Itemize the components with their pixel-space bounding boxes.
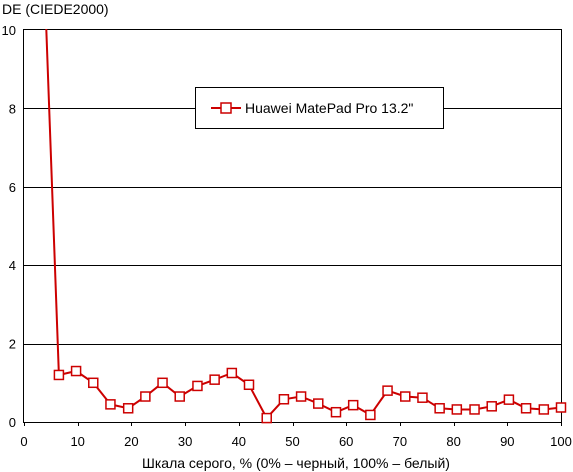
y-tick-labels: 0 2 4 6 8 10 — [2, 23, 16, 430]
data-point-marker — [53, 369, 65, 381]
data-point-marker — [434, 403, 445, 414]
y-tick-label: 4 — [9, 258, 16, 273]
x-tick-label: 0 — [20, 434, 27, 449]
data-point-marker — [140, 391, 151, 402]
data-point-marker — [278, 394, 290, 405]
x-tick-label: 10 — [70, 434, 84, 449]
data-point-marker — [105, 399, 116, 410]
data-point-marker — [157, 377, 168, 389]
data-point-marker — [243, 379, 255, 391]
x-tick-label: 100 — [550, 434, 572, 449]
y-tick-label: 8 — [9, 101, 16, 116]
data-point-marker — [451, 404, 463, 415]
data-point-marker — [261, 412, 272, 424]
data-point-marker — [503, 394, 515, 405]
data-point-marker — [122, 403, 134, 414]
x-tick-label: 20 — [124, 434, 138, 449]
x-tick-label: 40 — [232, 434, 246, 449]
x-tick-label: 50 — [285, 434, 299, 449]
data-point-marker — [209, 374, 220, 385]
x-tick-label: 90 — [500, 434, 514, 449]
series-line — [45, 29, 562, 420]
data-point-marker — [192, 380, 203, 392]
data-point-marker — [469, 404, 480, 415]
data-point-marker — [88, 377, 99, 389]
y-tick-label: 0 — [9, 415, 16, 430]
data-point-marker — [295, 391, 307, 402]
y-tick-label: 10 — [2, 23, 16, 38]
legend: Huawei MatePad Pro 13.2" — [195, 87, 444, 129]
legend-marker — [220, 102, 232, 114]
data-point-marker — [555, 402, 567, 413]
x-tick-label: 80 — [446, 434, 460, 449]
y-tick-label: 2 — [9, 337, 16, 352]
y-tick-label: 6 — [9, 180, 16, 195]
data-point-marker — [226, 367, 238, 379]
x-tick-labels: 0 10 20 30 40 50 60 70 80 90 100 — [20, 434, 571, 449]
data-point-marker — [347, 399, 359, 411]
series-layer — [45, 29, 562, 420]
data-point-marker — [400, 391, 411, 402]
x-tick-label: 70 — [393, 434, 407, 449]
x-tick-marks — [24, 422, 562, 426]
data-point-marker — [486, 401, 497, 412]
plot-area — [23, 29, 562, 423]
data-point-marker — [365, 409, 376, 421]
data-point-marker — [520, 403, 532, 414]
marker-layer — [53, 365, 567, 424]
legend-label: Huawei MatePad Pro 13.2" — [245, 100, 413, 116]
data-point-marker — [174, 391, 185, 402]
data-point-marker — [538, 404, 550, 415]
data-point-marker — [382, 385, 393, 396]
data-point-marker — [330, 406, 342, 418]
data-point-marker — [313, 398, 324, 409]
data-point-marker — [70, 365, 82, 377]
data-point-marker — [417, 392, 428, 403]
x-tick-label: 30 — [178, 434, 192, 449]
x-tick-label: 60 — [339, 434, 353, 449]
x-axis-title: Шкала серого, % (0% – черный, 100% – бел… — [142, 455, 450, 471]
y-gridlines — [24, 108, 561, 345]
y-axis-title: DE (CIEDE2000) — [2, 1, 109, 17]
